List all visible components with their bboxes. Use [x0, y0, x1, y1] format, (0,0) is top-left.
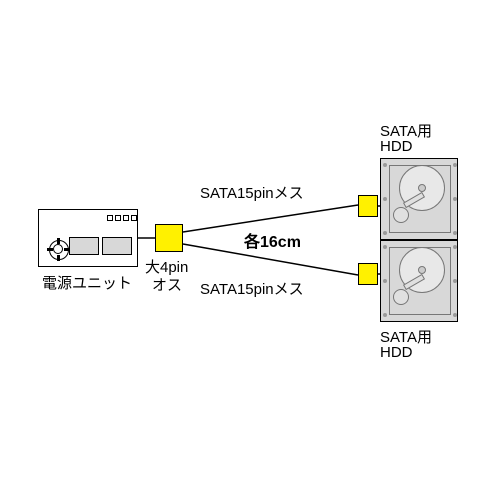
- psu-box: [38, 209, 138, 267]
- lower-cable-label: SATA15pinメス: [200, 278, 304, 299]
- length-label: 各16cm: [244, 228, 301, 252]
- upper-sata-connector: [358, 195, 378, 217]
- hdd-upper: [380, 158, 458, 240]
- hdd-upper-label-2: HDD: [380, 138, 413, 155]
- hdd-lower: [380, 240, 458, 322]
- upper-cable-label: SATA15pinメス: [200, 182, 304, 203]
- hdd-lower-label-2: HDD: [380, 344, 413, 361]
- lower-sata-connector: [358, 263, 378, 285]
- psu-label: 電源ユニット: [42, 272, 132, 293]
- male-4pin-connector: [155, 224, 183, 252]
- male-4pin-label-2: オス: [152, 274, 182, 295]
